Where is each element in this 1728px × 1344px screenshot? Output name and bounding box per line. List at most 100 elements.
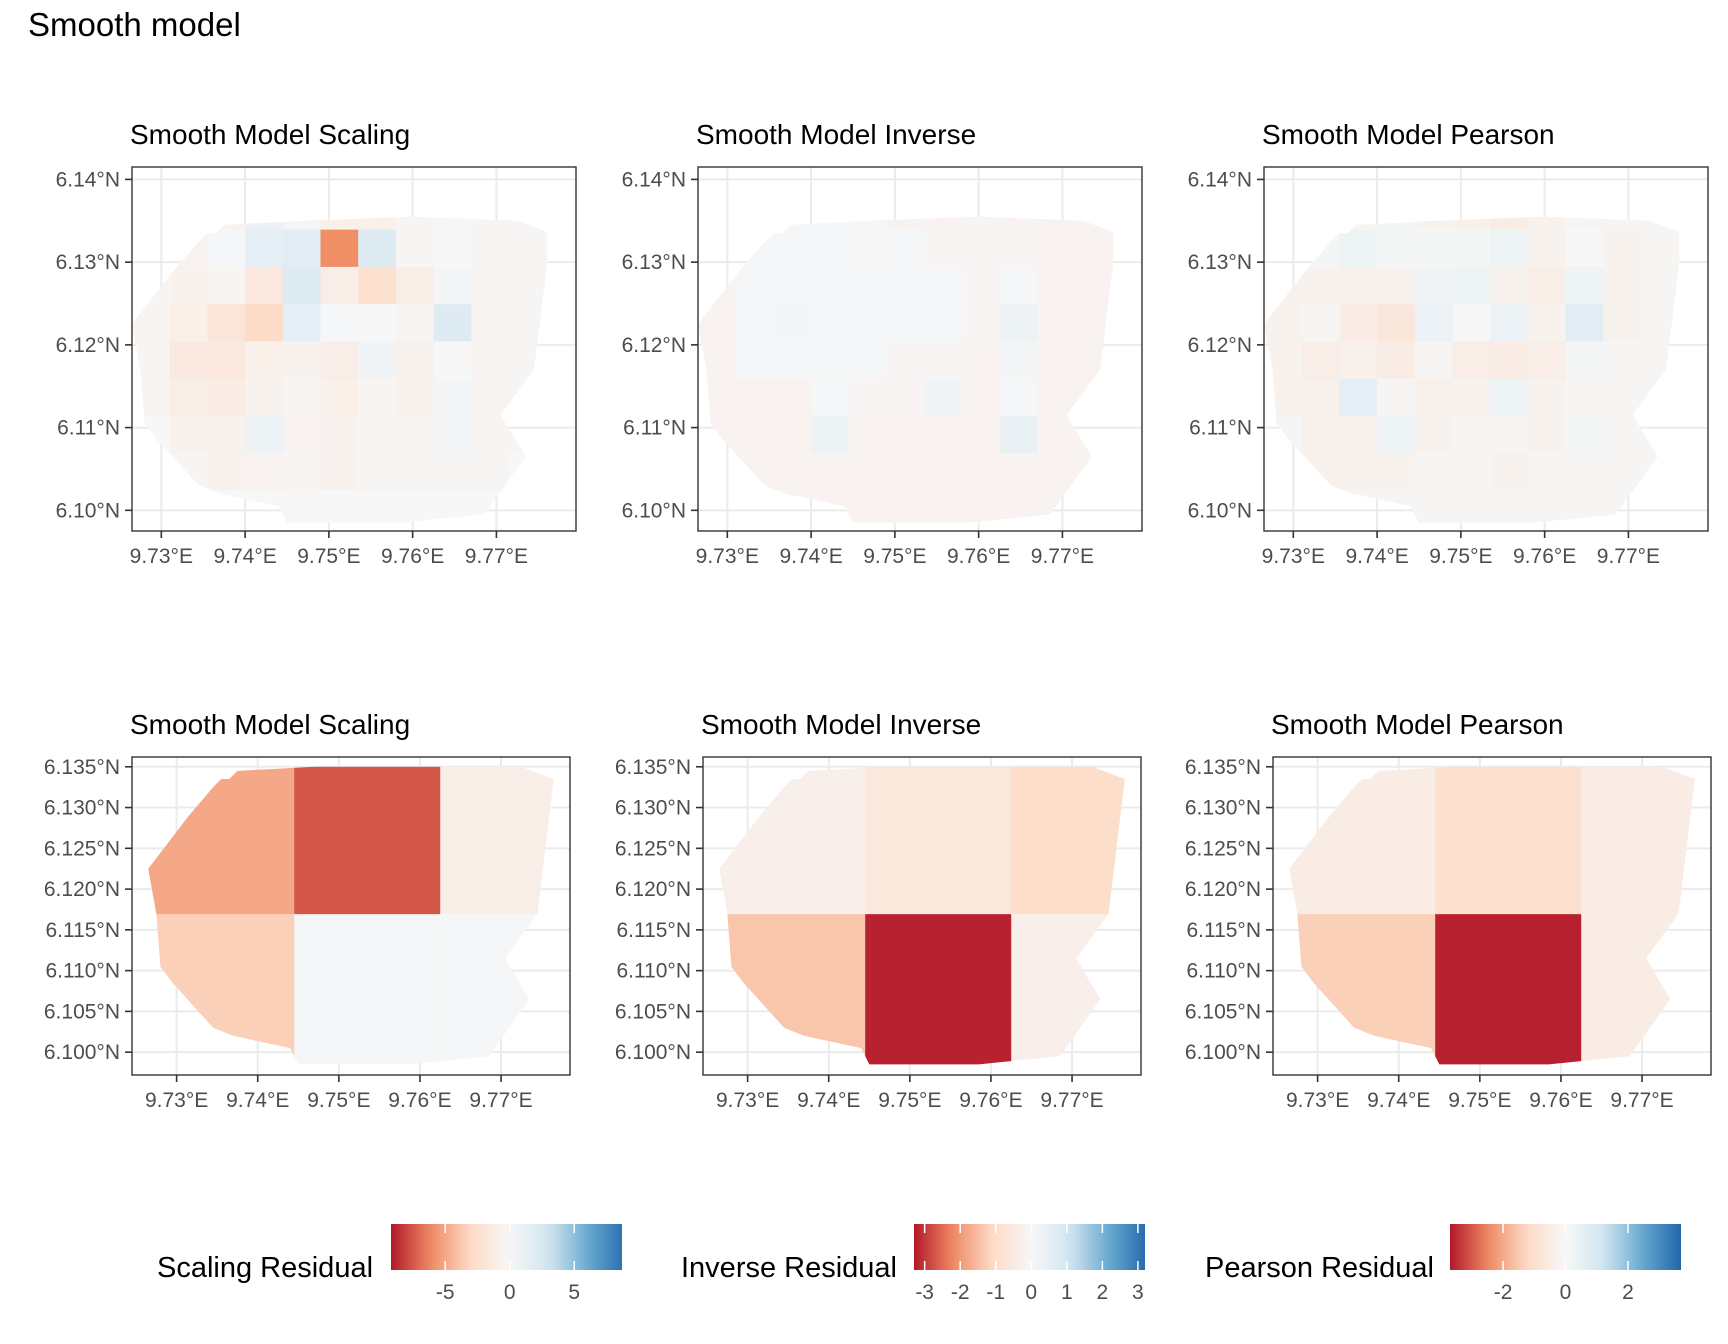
legend-tick-label: 5 bbox=[568, 1281, 580, 1304]
grid-cell bbox=[1603, 229, 1642, 267]
grid-cell bbox=[1527, 489, 1567, 523]
x-tick-label: 9.75°E bbox=[1429, 545, 1492, 568]
grid-cell bbox=[1414, 489, 1454, 523]
y-tick-label: 6.110°N bbox=[1186, 960, 1261, 983]
grid-cell bbox=[1527, 303, 1567, 342]
y-tick-label: 6.120°N bbox=[44, 878, 120, 901]
grid-cell bbox=[1565, 452, 1604, 491]
map-panel: Smooth Model Pearson 9.73°E 9.74°E 9.75°E 9.… bbox=[1188, 119, 1709, 568]
grid-cell bbox=[282, 303, 322, 342]
grid-cell bbox=[433, 377, 472, 416]
grid-cell bbox=[395, 340, 435, 379]
grid-cell bbox=[245, 452, 284, 491]
legend-tick-label: 0 bbox=[1560, 1281, 1572, 1304]
grid-cell bbox=[999, 303, 1038, 342]
y-tick-label: 6.11°N bbox=[1189, 417, 1252, 440]
legend-tick-label: 0 bbox=[504, 1281, 516, 1304]
grid-cell bbox=[999, 216, 1038, 230]
grid-cell bbox=[207, 452, 246, 491]
grid-cell bbox=[1037, 415, 1076, 454]
grid-cell bbox=[1452, 229, 1491, 267]
y-tick-label: 6.135°N bbox=[615, 756, 691, 779]
grid-cell bbox=[358, 377, 397, 416]
panel-title: Smooth Model Scaling bbox=[130, 709, 410, 740]
panel-title: Smooth Model Pearson bbox=[1262, 119, 1555, 150]
grid-cell bbox=[1452, 415, 1491, 454]
grid-cell bbox=[395, 489, 435, 523]
panel-border bbox=[702, 756, 1142, 1076]
legend-title: Scaling Residual bbox=[157, 1252, 373, 1284]
x-tick-label: 9.77°E bbox=[1610, 1089, 1673, 1112]
grid-cell bbox=[395, 303, 435, 342]
legend-tick-label: -5 bbox=[436, 1281, 455, 1304]
grid-cell bbox=[471, 415, 510, 454]
legend-colorbar bbox=[914, 1224, 1145, 1270]
x-tick-label: 9.75°E bbox=[297, 545, 360, 568]
grid-cell bbox=[1603, 266, 1642, 305]
y-tick-label: 6.130°N bbox=[1185, 797, 1261, 820]
grid-cell bbox=[245, 377, 284, 416]
grid-cell bbox=[811, 229, 850, 267]
grid-cell bbox=[773, 340, 812, 379]
grid-cell bbox=[773, 415, 812, 454]
grid-cell bbox=[245, 340, 284, 379]
map-panel: Smooth Model Pearson 9.73°E 9.74°E 9.75°E 9.… bbox=[1185, 709, 1712, 1112]
grid-cell bbox=[961, 303, 1001, 342]
grid-cell bbox=[207, 266, 246, 305]
grid-cell bbox=[207, 303, 246, 342]
grid-cell bbox=[440, 766, 554, 915]
grid-cell bbox=[320, 303, 359, 342]
grid-cell bbox=[1074, 266, 1114, 305]
grid-cell bbox=[924, 216, 963, 230]
grid-cell bbox=[1565, 229, 1604, 267]
grid-cell bbox=[433, 266, 472, 305]
grid-cell bbox=[395, 452, 435, 491]
grid-cell bbox=[1339, 303, 1378, 342]
x-tick-label: 9.73°E bbox=[145, 1089, 208, 1112]
grid-cell bbox=[999, 266, 1038, 305]
grid-cell bbox=[245, 266, 284, 305]
grid-cell bbox=[320, 415, 359, 454]
grid-cell bbox=[961, 452, 1001, 491]
cells-group bbox=[719, 766, 1125, 1065]
y-tick-label: 6.10°N bbox=[622, 499, 686, 522]
grid-cell bbox=[1074, 229, 1114, 267]
grid-cell bbox=[1339, 266, 1378, 305]
y-tick-label: 6.135°N bbox=[1185, 756, 1261, 779]
grid-cell bbox=[471, 229, 510, 267]
cells-group bbox=[698, 216, 1114, 523]
y-tick-label: 6.130°N bbox=[44, 797, 120, 820]
grid-cell bbox=[1640, 266, 1680, 305]
grid-cell bbox=[1452, 452, 1491, 491]
grid-cell bbox=[1435, 913, 1582, 1065]
grid-cell bbox=[169, 377, 208, 416]
grid-cell bbox=[1452, 377, 1491, 416]
grid-cell bbox=[320, 377, 359, 416]
grid-cell bbox=[848, 303, 888, 342]
grid-cell bbox=[508, 229, 548, 267]
cells-group bbox=[1289, 766, 1695, 1065]
grid-cell bbox=[1377, 303, 1416, 342]
legend-tick-label: 2 bbox=[1622, 1281, 1634, 1304]
grid-cell bbox=[471, 303, 510, 342]
grid-cell bbox=[1339, 229, 1378, 267]
x-tick-label: 9.74°E bbox=[1345, 545, 1408, 568]
x-tick-label: 9.77°E bbox=[1040, 1089, 1103, 1112]
grid-cell bbox=[1581, 766, 1695, 915]
y-tick-label: 6.105°N bbox=[615, 1000, 691, 1023]
y-tick-label: 6.125°N bbox=[44, 837, 120, 860]
figure-title: Smooth model bbox=[28, 6, 241, 43]
x-tick-label: 9.76°E bbox=[959, 1089, 1022, 1112]
grid-cell bbox=[811, 452, 850, 491]
grid-cell bbox=[1301, 340, 1340, 379]
y-tick-label: 6.100°N bbox=[1185, 1041, 1261, 1064]
grid-cell bbox=[924, 489, 963, 523]
grid-cell bbox=[169, 340, 208, 379]
grid-cell bbox=[433, 340, 472, 379]
grid-cell bbox=[1527, 216, 1567, 230]
grid-cell bbox=[294, 766, 441, 915]
grid-cell bbox=[282, 229, 322, 267]
cells-group bbox=[148, 766, 554, 1065]
grid-cell bbox=[1490, 377, 1529, 416]
